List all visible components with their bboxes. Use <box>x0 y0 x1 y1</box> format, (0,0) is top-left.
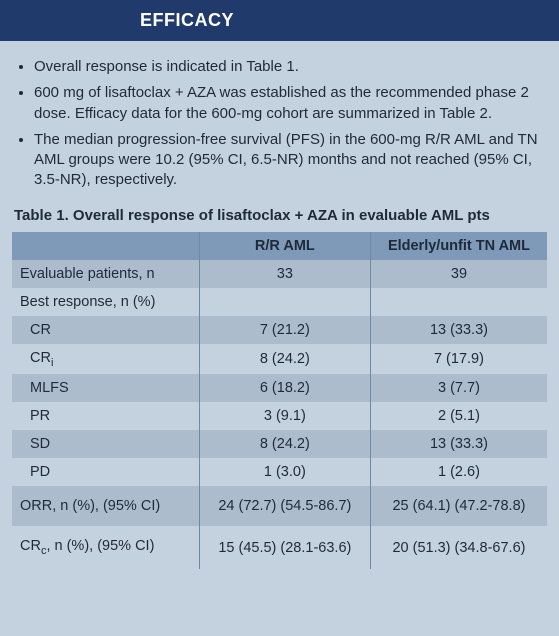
cell: 3 (9.1) <box>199 402 370 430</box>
row-label: CRc, n (%), (95% CI) <box>12 526 199 569</box>
table-row: PR3 (9.1)2 (5.1) <box>12 402 547 430</box>
cell: 1 (2.6) <box>370 458 547 486</box>
row-label: Evaluable patients, n <box>12 260 199 288</box>
table-title: Table 1. Overall response of lisaftoclax… <box>14 207 547 224</box>
row-label: ORR, n (%), (95% CI) <box>12 486 199 526</box>
cell: 15 (45.5) (28.1-63.6) <box>199 526 370 569</box>
cell: 7 (17.9) <box>370 344 547 375</box>
cell: 3 (7.7) <box>370 374 547 402</box>
cell: 13 (33.3) <box>370 430 547 458</box>
table-row: MLFS6 (18.2)3 (7.7) <box>12 374 547 402</box>
bullet-list: Overall response is indicated in Table 1… <box>12 57 547 191</box>
table-row: CRc, n (%), (95% CI)15 (45.5) (28.1-63.6… <box>12 526 547 569</box>
table-row: Best response, n (%) <box>12 288 547 316</box>
row-label: MLFS <box>12 374 199 402</box>
row-label: SD <box>12 430 199 458</box>
cell <box>199 288 370 316</box>
cell: 6 (18.2) <box>199 374 370 402</box>
table-row: CR7 (21.2)13 (33.3) <box>12 316 547 344</box>
row-label: CR <box>12 316 199 344</box>
table-col-header: R/R AML <box>199 232 370 260</box>
cell: 7 (21.2) <box>199 316 370 344</box>
table-row: SD8 (24.2)13 (33.3) <box>12 430 547 458</box>
row-label: CRi <box>12 344 199 375</box>
response-table: R/R AMLElderly/unfit TN AML Evaluable pa… <box>12 232 547 570</box>
cell: 1 (3.0) <box>199 458 370 486</box>
cell: 24 (72.7) (54.5-86.7) <box>199 486 370 526</box>
table-row: ORR, n (%), (95% CI)24 (72.7) (54.5-86.7… <box>12 486 547 526</box>
bullet-item: Overall response is indicated in Table 1… <box>34 57 547 77</box>
table-header-row: R/R AMLElderly/unfit TN AML <box>12 232 547 260</box>
cell: 2 (5.1) <box>370 402 547 430</box>
cell: 25 (64.1) (47.2-78.8) <box>370 486 547 526</box>
bullet-item: The median progression-free survival (PF… <box>34 130 547 191</box>
cell: 8 (24.2) <box>199 430 370 458</box>
table-col-header <box>12 232 199 260</box>
row-label: PR <box>12 402 199 430</box>
table-col-header: Elderly/unfit TN AML <box>370 232 547 260</box>
table-row: Evaluable patients, n3339 <box>12 260 547 288</box>
cell <box>370 288 547 316</box>
cell: 33 <box>199 260 370 288</box>
section-title: EFFICACY <box>140 10 234 30</box>
row-label: PD <box>12 458 199 486</box>
cell: 20 (51.3) (34.8-67.6) <box>370 526 547 569</box>
cell: 8 (24.2) <box>199 344 370 375</box>
table-row: CRi8 (24.2)7 (17.9) <box>12 344 547 375</box>
table-row: PD1 (3.0)1 (2.6) <box>12 458 547 486</box>
cell: 13 (33.3) <box>370 316 547 344</box>
row-label: Best response, n (%) <box>12 288 199 316</box>
cell: 39 <box>370 260 547 288</box>
bullet-item: 600 mg of lisaftoclax + AZA was establis… <box>34 83 547 124</box>
